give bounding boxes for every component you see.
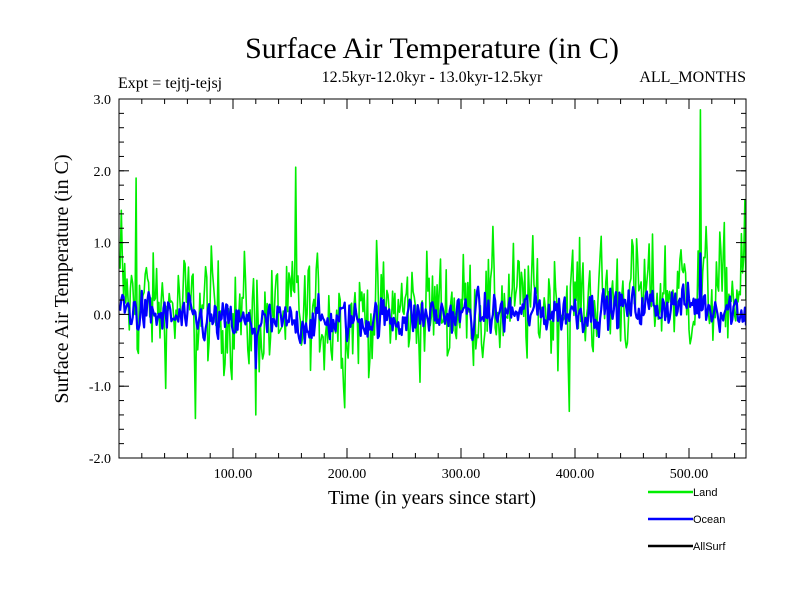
y-tick-label: 0.0 bbox=[94, 308, 112, 323]
x-tick-label: 300.00 bbox=[442, 467, 481, 482]
chart-subtitle-left: Expt = tejtj-tejsj bbox=[118, 75, 222, 92]
x-tick-label: 200.00 bbox=[328, 467, 367, 482]
series-line-land bbox=[119, 109, 746, 420]
tick-labels: -2.0 -1.0 0.0 1.0 2.0 3.0 100.00 200.00 300.00 40… bbox=[89, 93, 708, 482]
chart-subtitle-center: 12.5kyr-12.0kyr - 13.0kyr-12.5kyr bbox=[322, 69, 543, 86]
legend-label-land: Land bbox=[693, 487, 717, 499]
y-tick-label: 3.0 bbox=[94, 93, 112, 108]
y-tick-label: 2.0 bbox=[94, 165, 112, 180]
x-tick-label: 500.00 bbox=[670, 467, 709, 482]
y-tick-label: -2.0 bbox=[89, 452, 111, 467]
axes-layer bbox=[118, 98, 747, 459]
chart-title: Surface Air Temperature (in C) bbox=[245, 32, 619, 65]
y-tick-label: 1.0 bbox=[94, 237, 112, 252]
plot-frame bbox=[118, 98, 747, 459]
series-line-ocean bbox=[119, 252, 746, 370]
x-axis-label: Time (in years since start) bbox=[328, 487, 536, 509]
legend: Land Ocean AllSurf bbox=[648, 487, 726, 553]
x-tick-label: 400.00 bbox=[556, 467, 595, 482]
x-tick-label: 100.00 bbox=[214, 467, 253, 482]
y-tick-label: -1.0 bbox=[89, 380, 111, 395]
chart-subtitle-right: ALL_MONTHS bbox=[639, 69, 746, 86]
legend-label-ocean: Ocean bbox=[693, 514, 725, 526]
legend-label-allsurf: AllSurf bbox=[693, 541, 726, 553]
series-layer bbox=[119, 109, 746, 420]
y-axis-label: Surface Air Temperature (in C) bbox=[51, 154, 73, 403]
